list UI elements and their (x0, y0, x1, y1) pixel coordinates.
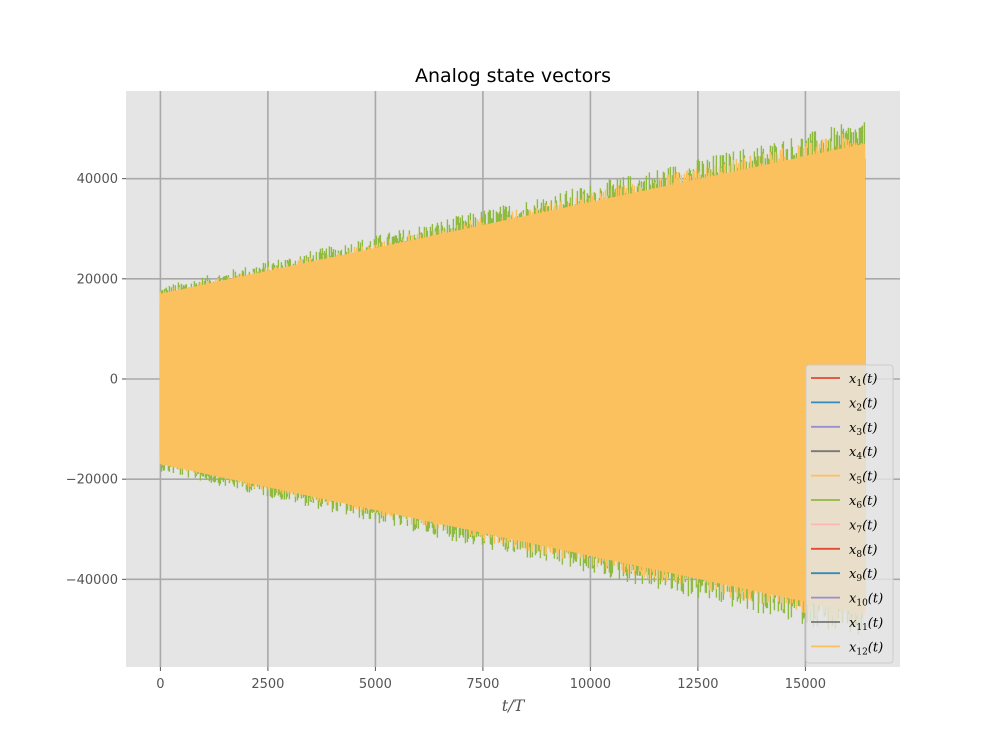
y-axis-ticks: −40000 −20000 0 20000 40000 (66, 172, 126, 588)
x-tick-label: 7500 (466, 677, 499, 692)
x-axis-label: t/T (502, 696, 526, 715)
x-tick-label: 10000 (570, 677, 611, 692)
legend-label: x12(t) (849, 640, 883, 657)
legend-label: x5(t) (849, 470, 877, 487)
y-tick-label: 40000 (77, 172, 118, 187)
y-tick-label: 20000 (77, 272, 118, 287)
legend-label: x1(t) (849, 372, 877, 389)
y-tick-label: 0 (110, 373, 118, 388)
x-tick-label: 2500 (251, 677, 284, 692)
legend-label: x10(t) (849, 592, 883, 609)
legend-label: x7(t) (849, 518, 877, 535)
legend-label: x4(t) (849, 445, 877, 462)
chart-title: Analog state vectors (415, 65, 611, 87)
series-layer (159, 122, 866, 635)
x-tick-label: 12500 (677, 677, 718, 692)
legend-label: x8(t) (849, 543, 877, 560)
x-tick-label: 15000 (785, 677, 826, 692)
y-tick-label: −20000 (66, 473, 118, 488)
x-axis-ticks: 0 2500 5000 7500 10000 12500 15000 (156, 667, 826, 692)
legend-label: x2(t) (849, 396, 877, 413)
legend-label: x6(t) (849, 494, 877, 511)
legend-label: x11(t) (849, 616, 883, 633)
x-tick-label: 5000 (359, 677, 392, 692)
y-tick-label: −40000 (66, 573, 118, 588)
legend-box (805, 364, 894, 664)
legend-label: x9(t) (849, 567, 877, 584)
legend: x1(t) x2(t) x3(t) x4(t) x5(t) x6(t) x7(t) x8(t)… (805, 364, 894, 664)
x-tick-label: 0 (156, 677, 164, 692)
legend-label: x3(t) (849, 421, 877, 438)
series-line (159, 143, 866, 615)
